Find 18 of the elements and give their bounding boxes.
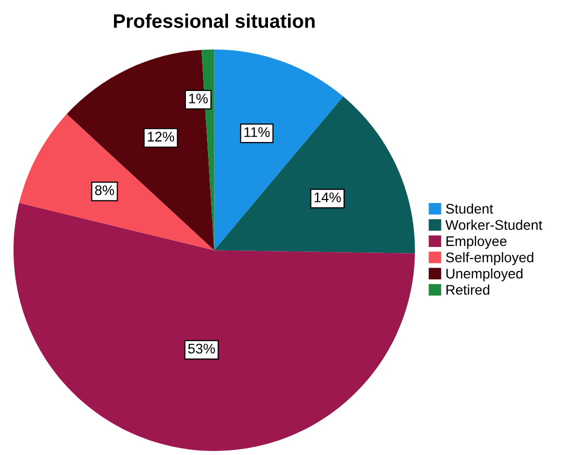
legend-label: Unemployed bbox=[446, 268, 522, 282]
data-label: 11% bbox=[244, 127, 270, 137]
data-label: 14% bbox=[314, 192, 341, 202]
pie-slice bbox=[19, 114, 214, 250]
data-label: 53% bbox=[188, 344, 215, 354]
data-label: 8% bbox=[95, 185, 114, 196]
legend-label: Worker-Student bbox=[445, 220, 542, 230]
pie-slice bbox=[66, 50, 214, 250]
pie-slice bbox=[14, 202, 415, 451]
legend-label: Employee bbox=[446, 236, 507, 249]
data-label: 1% bbox=[189, 94, 208, 104]
chart-title: Professional situation bbox=[114, 14, 315, 28]
legend-label: Self-employed bbox=[446, 252, 534, 266]
pie-slice bbox=[214, 50, 344, 250]
data-label: 12% bbox=[148, 132, 174, 142]
pie-slice bbox=[214, 96, 415, 254]
legend-label: Retired bbox=[446, 284, 490, 295]
legend-label: Student bbox=[446, 203, 494, 214]
